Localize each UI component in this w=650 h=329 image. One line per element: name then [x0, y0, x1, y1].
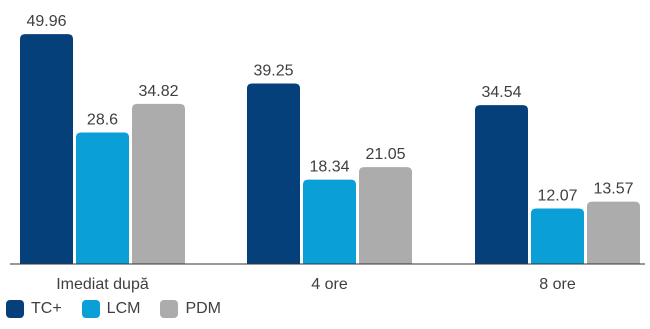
bars-group	[20, 34, 640, 265]
value-labels-group: 49.96 28.6 34.82 39.25 18.34 21.05 34.54 12.07 1…	[26, 13, 633, 204]
bar-pdm-2	[587, 201, 640, 264]
legend-swatch	[160, 300, 179, 318]
bar-lcm-0	[76, 132, 129, 264]
bar-tc-1	[247, 83, 300, 264]
bar-chart: 49.96 28.6 34.82 39.25 18.34 21.05 34.54 12.07 1…	[10, 13, 645, 293]
value-label: 34.82	[138, 83, 178, 100]
bar-tc-2	[475, 105, 528, 264]
value-label: 28.6	[87, 111, 118, 128]
legend-label: LCM	[106, 300, 141, 317]
value-label: 49.96	[26, 13, 66, 30]
value-label: 34.54	[481, 84, 521, 101]
legend-label: TC+	[31, 300, 62, 317]
bar-pdm-0	[132, 103, 185, 264]
legend-item-tc: TC+	[6, 300, 62, 318]
bar-tc-0	[20, 34, 73, 265]
bar-lcm-2	[531, 208, 584, 264]
legend-item-lcm: LCM	[81, 300, 141, 318]
category-label: 4 ore	[311, 276, 348, 293]
bar-lcm-1	[303, 179, 356, 264]
bar-pdm-1	[359, 167, 412, 264]
value-label: 18.34	[309, 159, 349, 176]
legend-item-pdm: PDM	[160, 300, 221, 318]
legend: TC+ LCM PDM	[6, 300, 221, 318]
legend-label: PDM	[185, 300, 222, 317]
category-label: 8 ore	[539, 276, 576, 293]
value-label: 12.07	[537, 187, 577, 204]
category-labels-group: Imediat după 4 ore 8 ore	[56, 276, 576, 293]
value-label: 39.25	[253, 62, 293, 79]
legend-swatch	[6, 300, 24, 318]
value-label: 13.57	[593, 181, 633, 198]
legend-swatch	[81, 300, 100, 318]
category-label: Imediat după	[56, 276, 149, 293]
value-label: 21.05	[365, 146, 405, 163]
